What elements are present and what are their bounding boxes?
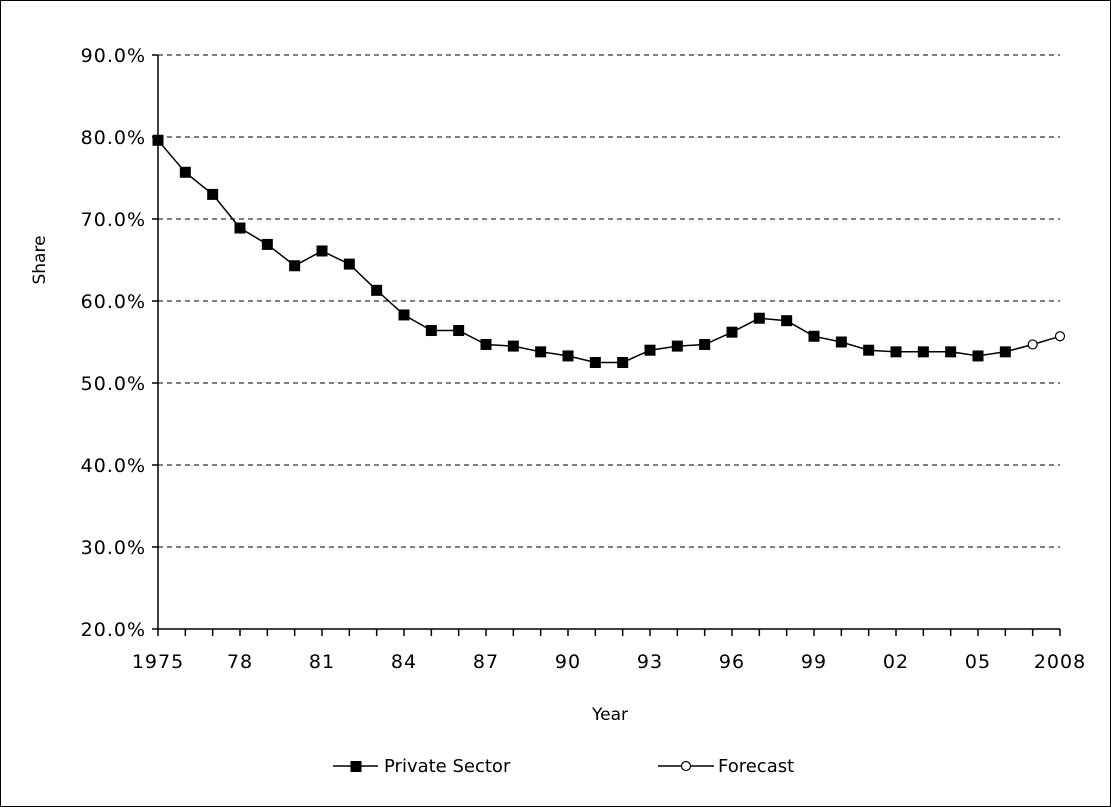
data-point-private-sector — [890, 346, 902, 358]
data-point-private-sector — [343, 258, 355, 270]
y-tick-label: 90.0% — [81, 45, 146, 67]
x-tick-label: 81 — [309, 651, 335, 673]
y-axis-title: Share — [30, 235, 50, 284]
data-point-private-sector — [781, 315, 793, 327]
data-point-private-sector — [808, 330, 820, 342]
data-point-private-sector — [671, 340, 683, 352]
data-point-private-sector — [972, 350, 984, 362]
data-point-private-sector — [644, 344, 656, 356]
data-point-forecast — [1027, 339, 1038, 350]
tick-labels: 20.0% 30.0% 40.0% 50.0% 60.0% 70.0% 80.0% 90.0%… — [81, 45, 1086, 673]
x-tick-label: 87 — [473, 651, 499, 673]
data-point-private-sector — [589, 357, 601, 368]
data-point-private-sector — [207, 188, 219, 200]
legend-marker-private-sector — [350, 761, 362, 772]
data-point-private-sector — [617, 357, 629, 368]
y-tick-label: 70.0% — [81, 209, 146, 231]
data-point-forecast — [1054, 331, 1066, 342]
x-tick-label: 05 — [965, 651, 991, 673]
x-tick-label: 1975 — [132, 651, 184, 673]
legend-label-private-sector: Private Sector — [384, 756, 511, 777]
data-point-private-sector — [152, 134, 164, 146]
x-tick-label: 93 — [637, 651, 663, 673]
data-point-private-sector — [726, 326, 738, 338]
x-tick-label: 78 — [227, 651, 253, 673]
data-point-private-sector — [945, 346, 957, 358]
data-point-private-sector — [234, 222, 246, 234]
data-point-private-sector — [179, 166, 191, 178]
data-point-private-sector — [480, 338, 492, 350]
series-markers — [152, 134, 1066, 368]
data-point-private-sector — [261, 238, 273, 250]
legend-marker-forecast — [680, 760, 692, 772]
legend-item-forecast: Forecast — [658, 756, 794, 777]
y-tick-label: 40.0% — [81, 455, 146, 477]
y-tick-label: 50.0% — [81, 373, 146, 395]
x-tick-label: 2008 — [1034, 651, 1086, 673]
x-tick-label: 02 — [883, 651, 909, 673]
legend: Private Sector Forecast — [333, 756, 794, 777]
x-axis-title: Year — [591, 705, 628, 725]
data-point-private-sector — [371, 284, 383, 296]
x-tick-label: 90 — [555, 651, 581, 673]
data-point-private-sector — [753, 312, 765, 324]
data-point-private-sector — [507, 340, 519, 352]
data-point-private-sector — [289, 260, 301, 272]
y-tick-label: 30.0% — [81, 537, 146, 559]
axes — [152, 54, 1061, 636]
x-tick-label: 84 — [391, 651, 417, 673]
data-point-private-sector — [835, 336, 847, 348]
data-point-private-sector — [863, 344, 875, 356]
data-point-private-sector — [699, 338, 711, 350]
data-point-private-sector — [398, 309, 410, 321]
y-tick-label: 80.0% — [81, 127, 146, 149]
data-point-private-sector — [562, 350, 574, 362]
data-point-private-sector — [917, 346, 929, 358]
y-tick-label: 20.0% — [81, 619, 146, 641]
data-point-private-sector — [425, 325, 437, 337]
y-tick-label: 60.0% — [81, 291, 146, 313]
data-point-private-sector — [999, 346, 1011, 358]
legend-label-forecast: Forecast — [718, 756, 794, 777]
legend-item-private-sector: Private Sector — [333, 756, 511, 777]
x-tick-label: 99 — [801, 651, 827, 673]
data-point-private-sector — [453, 325, 465, 337]
data-point-private-sector — [535, 346, 547, 358]
gridlines — [158, 54, 1060, 548]
data-point-private-sector — [316, 245, 328, 257]
x-tick-label: 96 — [719, 651, 745, 673]
